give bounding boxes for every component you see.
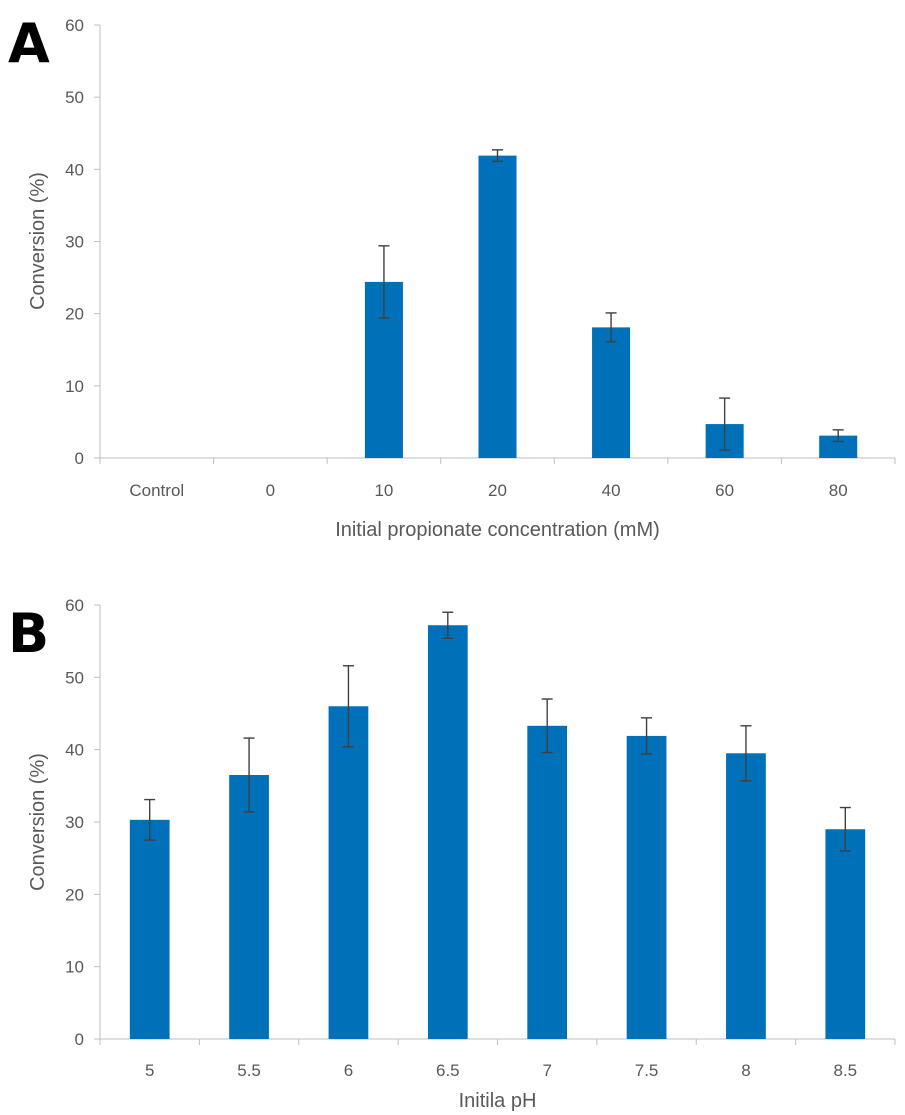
- y-tick-label: 10: [65, 958, 84, 977]
- panel-label-b: B: [8, 602, 49, 665]
- bar-6: [328, 706, 369, 1039]
- x-tick-label: 7: [542, 1061, 551, 1080]
- x-tick-label: 10: [374, 481, 393, 500]
- error-bar-8: [740, 725, 752, 782]
- x-tick-label: Control: [129, 481, 184, 500]
- y-tick-label: 10: [65, 377, 84, 396]
- y-tick-label: 60: [65, 16, 84, 35]
- y-axis-title: Conversion (%): [27, 753, 49, 891]
- y-tick-label: 30: [65, 233, 84, 252]
- error-bar-60: [719, 397, 731, 451]
- bar-7.5: [626, 735, 667, 1039]
- error-bar-10: [378, 245, 390, 319]
- error-bar-5: [144, 798, 156, 841]
- error-bar-6: [342, 665, 354, 748]
- y-tick-label: 40: [65, 741, 84, 760]
- x-tick-label: 40: [602, 481, 621, 500]
- y-tick-label: 30: [65, 813, 84, 832]
- x-tick-label: 8: [741, 1061, 750, 1080]
- y-tick-label: 50: [65, 88, 84, 107]
- error-bar-80: [832, 429, 844, 443]
- y-tick-label: 0: [75, 1030, 84, 1049]
- x-axis-title: Initila pH: [459, 1090, 537, 1112]
- bar-5.5: [229, 774, 269, 1039]
- y-tick-label: 20: [65, 885, 84, 904]
- x-tick-label: 6: [344, 1061, 353, 1080]
- bar-40: [592, 327, 631, 458]
- error-bar-5.5: [243, 737, 255, 813]
- bar-80: [819, 435, 858, 458]
- y-axis-title: Conversion (%): [27, 172, 49, 310]
- y-tick-label: 0: [75, 449, 84, 468]
- bar-8.5: [825, 829, 866, 1039]
- y-tick-label: 20: [65, 305, 84, 324]
- error-bar-6.5: [442, 611, 454, 639]
- chart-panel-a: A 0 10 20 30 40 50 60 Control 0 10 20 40 60 80 Initial …: [8, 12, 896, 541]
- bar-7: [527, 725, 568, 1039]
- x-tick-label: 7.5: [635, 1061, 659, 1080]
- error-bar-8.5: [839, 806, 851, 852]
- bar-20: [478, 155, 517, 458]
- y-tick-label: 60: [65, 596, 84, 615]
- y-tick-label: 40: [65, 160, 84, 179]
- error-bar-7: [541, 698, 553, 754]
- chart-panel-b: B 0 10 20 30 40 50 60 5 5.5 6 6.5 7 7.5 8 8.5 Initila pH…: [8, 596, 896, 1112]
- x-tick-label: 80: [829, 481, 848, 500]
- bar-6.5: [427, 625, 468, 1039]
- error-bar-20: [492, 149, 503, 163]
- bar-5: [129, 819, 170, 1039]
- x-tick-label: 0: [266, 481, 275, 500]
- bar-8: [726, 753, 766, 1039]
- y-tick-label: 50: [65, 668, 84, 687]
- x-tick-label: 6.5: [436, 1061, 460, 1080]
- x-axis-title: Initial propionate concentration (mM): [335, 519, 660, 541]
- x-tick-label: 5.5: [237, 1061, 261, 1080]
- x-tick-label: 60: [715, 481, 734, 500]
- panel-label-a: A: [8, 12, 50, 75]
- x-tick-label: 20: [488, 481, 507, 500]
- x-tick-label: 8.5: [833, 1061, 857, 1080]
- x-tick-label: 5: [145, 1061, 154, 1080]
- error-bar-7.5: [641, 717, 653, 755]
- error-bar-40: [605, 312, 617, 343]
